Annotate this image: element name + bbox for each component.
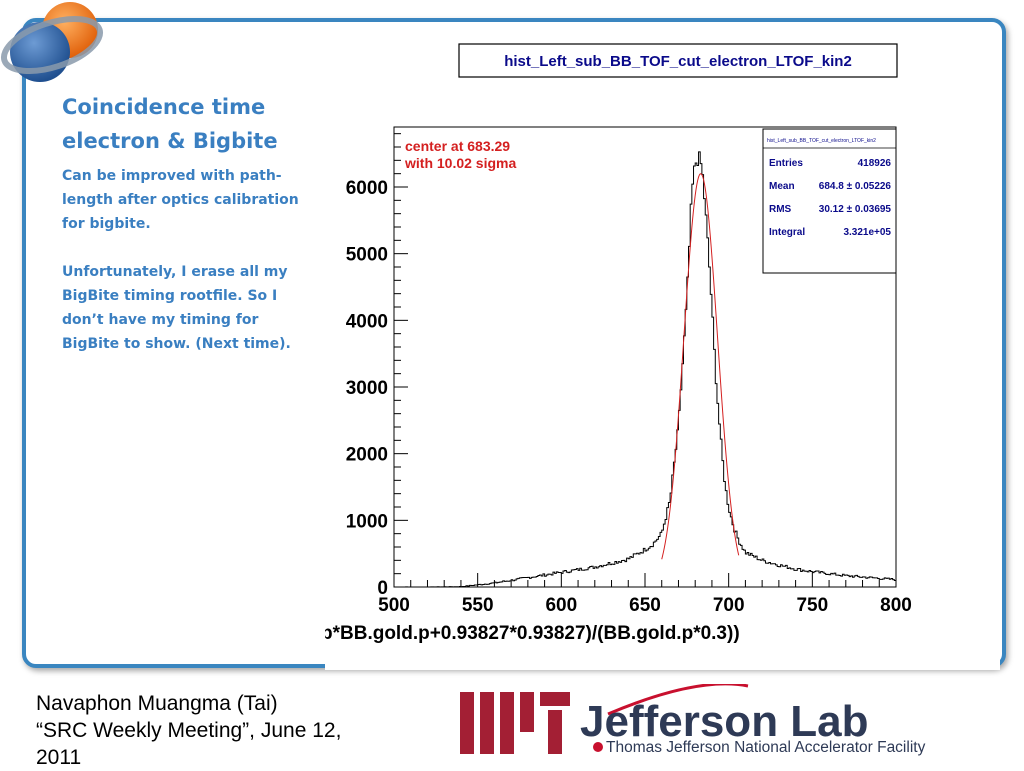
- globe-logo-icon: [0, 2, 104, 82]
- y-tick-label: 0: [377, 578, 388, 599]
- x-axis-label: b*BB.gold.p+0.93827*0.93827)/(BB.gold.p*…: [325, 623, 740, 644]
- axis-tick-labels: 0 1000 2000 3000 4000 5000 6000 500 550 600 650 700…: [346, 178, 912, 616]
- y-tick-label: 4000: [346, 311, 388, 332]
- stat-value: 30.12 ± 0.03695: [819, 204, 892, 215]
- x-tick-label: 800: [880, 595, 912, 616]
- y-tick-label: 5000: [346, 245, 388, 266]
- para2-line: Unfortunately, I erase all my: [62, 264, 288, 280]
- stat-value: 418926: [858, 158, 892, 169]
- stats-box: hist_Left_sub_BB_TOF_cut_electron_LTOF_k…: [762, 128, 897, 274]
- footer-meeting: “SRC Weekly Meeting”, June 12,: [36, 719, 342, 742]
- x-tick-label: 550: [462, 595, 494, 616]
- para1-line: Can be improved with path-: [62, 168, 282, 184]
- footer-author: Navaphon Muangma (Tai): [36, 692, 278, 715]
- mit-logo-icon: [460, 692, 570, 754]
- histogram-plot: hist_Left_sub_BB_TOF_cut_electron_LTOF_k…: [325, 30, 1000, 670]
- chart-title: hist_Left_sub_BB_TOF_cut_electron_LTOF_k…: [504, 53, 852, 70]
- stat-label: Integral: [769, 227, 805, 238]
- jlab-swoosh-icon: [607, 684, 749, 716]
- gaussian-fit-line: [661, 173, 740, 560]
- fit-annotation-sigma: with 10.02 sigma: [404, 155, 516, 171]
- stat-value: 684.8 ± 0.05226: [819, 181, 892, 192]
- stat-value: 3.321e+05: [843, 227, 891, 238]
- slide-text-column: Coincidence time electron & Bigbite Can …: [62, 90, 312, 356]
- slide-title-line1: Coincidence time: [62, 95, 266, 119]
- footer-year: 2011: [36, 746, 82, 769]
- para1-line: for bigbite.: [62, 216, 151, 232]
- x-tick-label: 650: [629, 595, 661, 616]
- para2-line: BigBite to show. (Next time).: [62, 336, 291, 352]
- paragraph-calibration: Can be improved with path- length after …: [62, 164, 312, 236]
- stat-label: Entries: [769, 158, 803, 169]
- y-tick-label: 2000: [346, 445, 388, 466]
- axis-ticks: [393, 133, 897, 588]
- stats-box-title: hist_Left_sub_BB_TOF_cut_electron_LTOF_k…: [767, 138, 876, 144]
- x-tick-label: 600: [545, 595, 577, 616]
- x-tick-label: 500: [378, 595, 410, 616]
- slide-title-line2: electron & Bigbite: [62, 129, 278, 153]
- slide-title: Coincidence time electron & Bigbite: [62, 90, 312, 158]
- y-tick-label: 6000: [346, 178, 388, 199]
- para1-line: length after optics calibration: [62, 192, 299, 208]
- histogram-series: [394, 151, 896, 588]
- stat-label: RMS: [769, 204, 792, 215]
- stat-label: Mean: [769, 181, 795, 192]
- footer-author-block: Navaphon Muangma (Tai) “SRC Weekly Meeti…: [36, 690, 436, 771]
- y-tick-label: 1000: [346, 511, 388, 532]
- jefferson-lab-subtitle: Thomas Jefferson National Accelerator Fa…: [606, 739, 926, 756]
- paragraph-rootfile: Unfortunately, I erase all my BigBite ti…: [62, 260, 312, 356]
- logos-area: Jefferson Lab Thomas Jefferson National …: [460, 684, 926, 756]
- y-tick-label: 3000: [346, 378, 388, 399]
- para2-line: BigBite timing rootfile. So I: [62, 288, 278, 304]
- fit-annotation-center: center at 683.29: [405, 138, 510, 154]
- x-tick-label: 750: [796, 595, 828, 616]
- jlab-dot-icon: [593, 742, 603, 752]
- para2-line: don’t have my timing for: [62, 312, 259, 328]
- jefferson-lab-name: Jefferson Lab: [580, 697, 869, 746]
- x-tick-label: 700: [713, 595, 745, 616]
